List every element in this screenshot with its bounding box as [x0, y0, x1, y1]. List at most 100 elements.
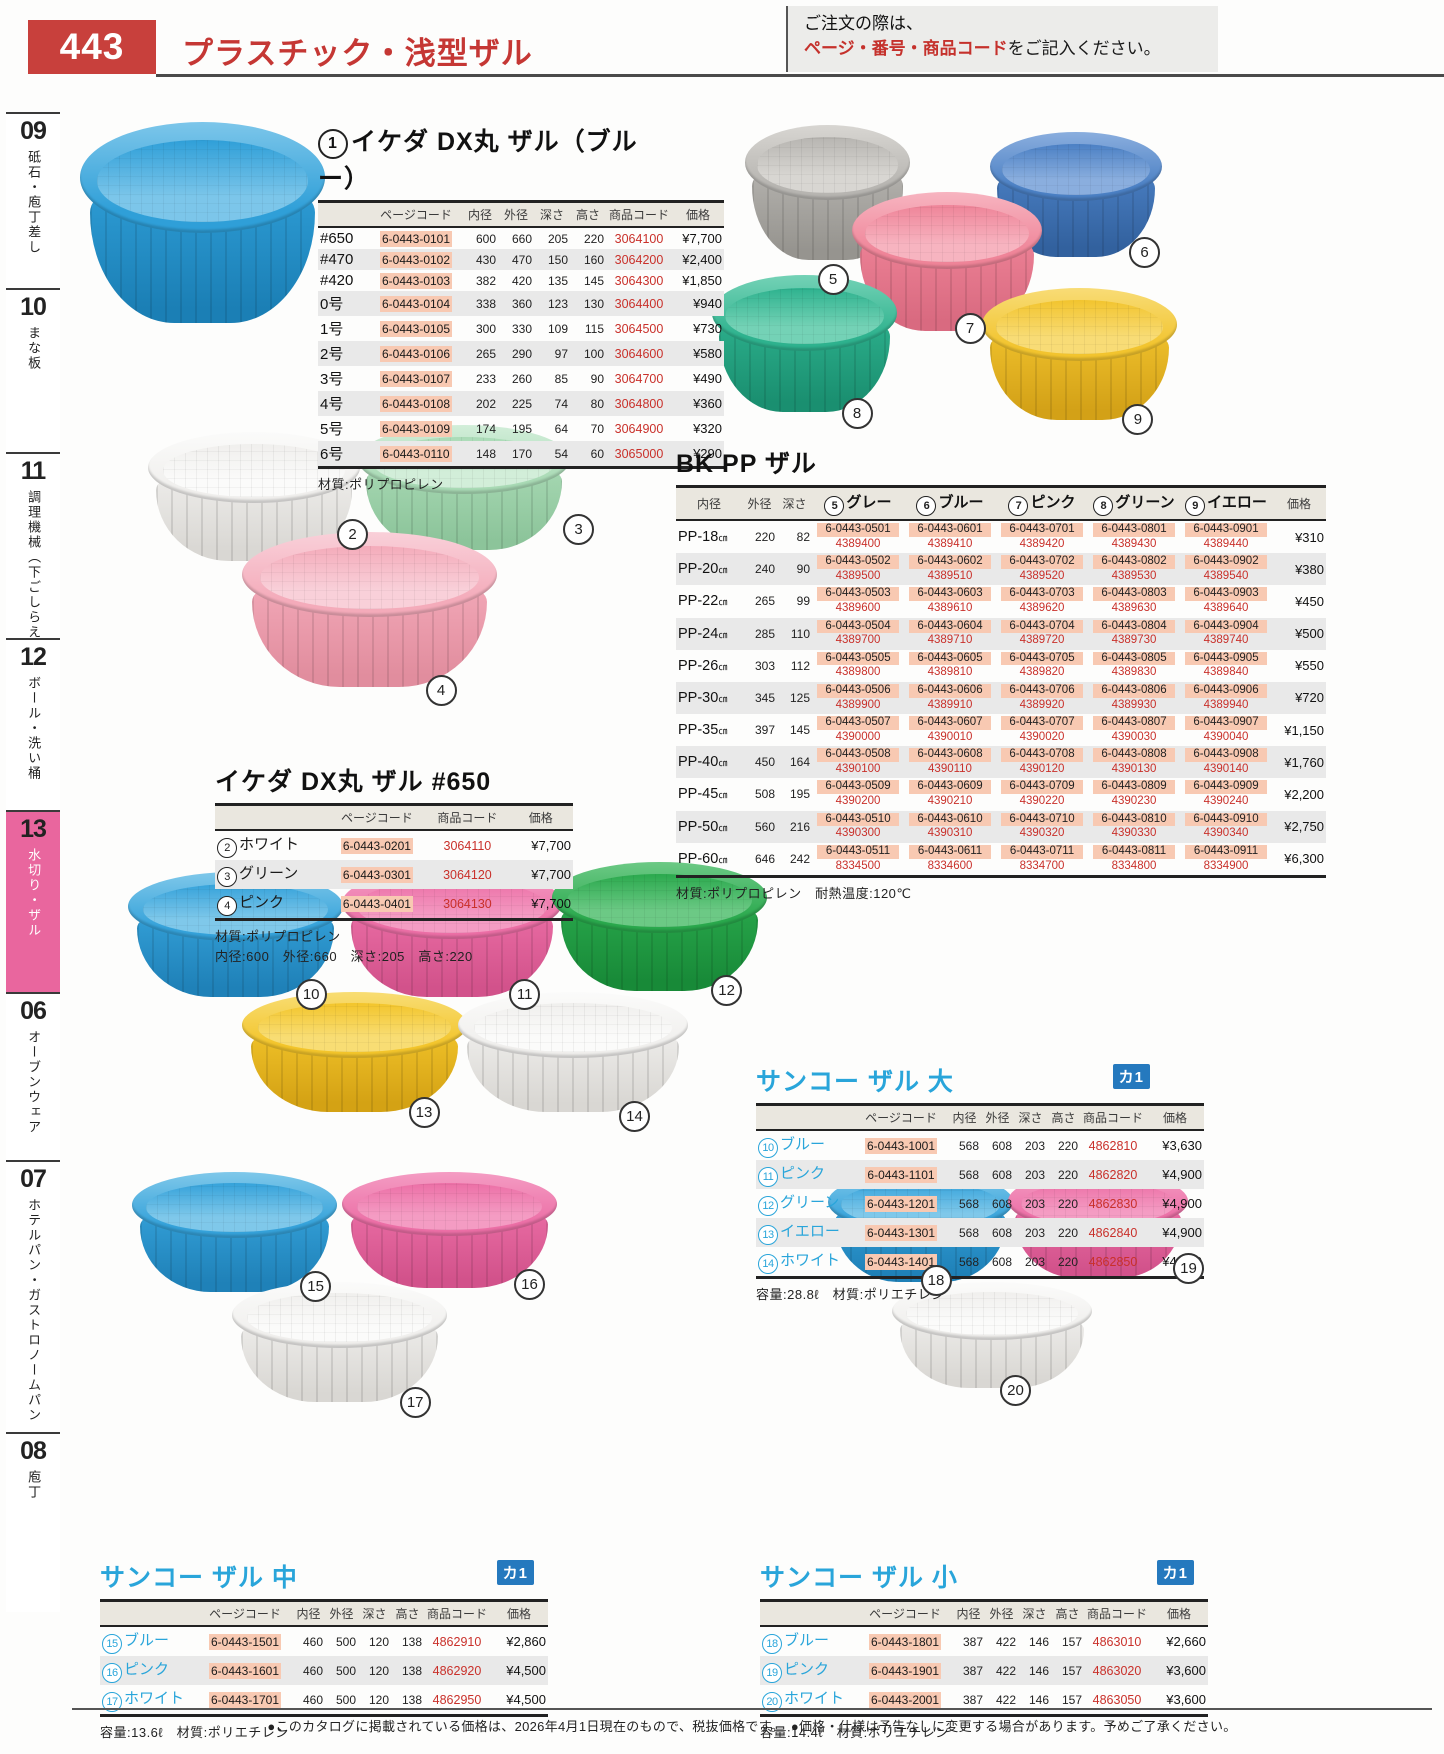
sidebar-item-number: 08 — [20, 1437, 47, 1465]
material-note: 容量:28.8ℓ 材質:ポリエチレン — [756, 1287, 945, 1302]
table-row: PP-60㎝ 646 242 6-0443-0511 8334500 6-0443-061… — [676, 842, 1326, 878]
bowl-gray-5: 5 — [745, 125, 910, 295]
table-cell: 18 ブルー — [760, 1626, 858, 1656]
table-cell: 145 — [789, 723, 810, 738]
table-cell: ¥4,900 — [1162, 1167, 1202, 1182]
table-cell: 6-0443-0501 4389400 — [812, 520, 904, 553]
table-cell: ¥7,700 — [531, 838, 571, 853]
column-header: 内径 — [462, 200, 498, 228]
circled-number: 7 — [954, 313, 986, 344]
section-sanko-sho: サンコー ザル 小カ1 ページコード 内径 外径 深さ 高さ 商品コード 価格 18 ブルー 6-… — [760, 1558, 1208, 1741]
order-note-red: ページ・番号・商品コード — [804, 38, 1008, 58]
column-header: 深さ — [1018, 1599, 1051, 1627]
table-cell: 3065000 — [606, 441, 672, 469]
bowl-yellow-13: 13 — [242, 992, 467, 1128]
table-cell: ¥3,600 — [1150, 1685, 1208, 1717]
sidebar-item-number: 06 — [20, 997, 47, 1025]
table-cell: 60 — [570, 441, 606, 469]
table-row: 2 ホワイト 6-0443-0201 3064110 ¥7,700 — [215, 830, 573, 860]
table-cell: 4862840 — [1088, 1225, 1138, 1240]
table-cell: 6-0443-0506 4389900 — [812, 682, 904, 714]
table-cell: 148 — [462, 441, 498, 469]
table-row: 17 ホワイト 6-0443-1701 460 500 120 138 4862950 ¥4,5… — [100, 1685, 548, 1717]
table-cell: 387 — [962, 1634, 983, 1649]
table-cell: PP-24㎝ — [678, 625, 728, 642]
material-note: 材質:ポリプロピレン 耐熱温度:120℃ — [676, 885, 912, 901]
bowl-white-17: 17 — [232, 1282, 447, 1418]
table-cell: ¥2,860 — [506, 1634, 546, 1649]
table-cell: 195 — [511, 421, 532, 436]
sidebar-item-label: ボール・洗い桶 — [26, 676, 42, 781]
bowl-b-inner — [162, 443, 346, 497]
table-cell: 6-0443-0502 4389500 — [812, 553, 904, 585]
page-title: プラスチック・浅型ザル — [182, 36, 533, 71]
table-cell: 6-0443-0803 4389630 — [1088, 585, 1180, 617]
material-note: 材質:ポリプロピレン — [318, 477, 444, 492]
table-row: 6号 6-0443-0110 148 170 54 60 3065000 ¥290 — [318, 441, 724, 469]
table-cell: 195 — [789, 787, 810, 802]
table-cell: 3064300 — [614, 273, 664, 288]
table-cell: 12 グリーン — [756, 1189, 854, 1218]
circled-number: 6 — [1129, 237, 1160, 268]
table-cell: 6-0443-0901 4389440 — [1180, 520, 1272, 553]
bowl-b-inner — [756, 137, 899, 193]
column-header: 外径 — [742, 485, 777, 521]
table-cell: 6-0443-0102 — [379, 251, 453, 268]
catalog-badge: カ1 — [1112, 1064, 1150, 1089]
column-header: 8 グリーン — [1088, 485, 1180, 521]
table-header-row: ページコード 内径 外径 深さ 高さ 商品コード 価格 — [760, 1599, 1208, 1627]
table-cell: 568 — [948, 1247, 981, 1279]
page-number-box: 443 — [28, 20, 156, 74]
column-header: 商品コード — [1080, 1103, 1146, 1131]
table-cell: 6-0443-0509 4390200 — [812, 778, 904, 810]
table-cell: 203 — [1024, 1167, 1045, 1182]
ikeda-650-table: ページコード 商品コード 価格 2 ホワイト 6-0443-0201 3064110 ¥7,7… — [215, 803, 573, 921]
material-note: 容量:14.4ℓ 材質:ポリエチレン — [760, 1725, 949, 1740]
circled-number: 18 — [920, 1265, 952, 1296]
table-cell: 174 — [475, 421, 496, 436]
bowl-b-inner — [724, 287, 885, 344]
table-row: PP-30㎝ 345 125 6-0443-0506 4389900 6-0443-060… — [676, 681, 1326, 715]
section-title: サンコー ザル 小カ1 — [760, 1558, 1194, 1594]
bowl-b-inner — [474, 1002, 672, 1052]
sidebar-item-number: 07 — [20, 1165, 47, 1193]
table-cell: ¥580 — [693, 346, 722, 361]
circled-number: 5 — [817, 264, 849, 295]
table-cell: 3064110 — [443, 838, 492, 853]
table-cell: PP-22㎝ — [678, 593, 728, 610]
column-header: 価格 — [490, 1599, 548, 1627]
table-cell: 4 ピンク — [215, 889, 328, 921]
table-cell: 6-0443-0610 4390310 — [904, 811, 996, 843]
table-cell: 397 — [754, 723, 775, 738]
column-header: 外径 — [985, 1599, 1018, 1627]
table-header-row: ページコード 内径 外径 深さ 高さ 商品コード 価格 — [756, 1103, 1204, 1131]
table-cell: 500 — [335, 1634, 356, 1649]
table-cell: 110 — [790, 626, 810, 641]
column-header: 外径 — [325, 1599, 358, 1627]
table-cell: 150 — [547, 252, 568, 267]
table-row: 12 グリーン 6-0443-1201 568 608 203 220 4862830 ¥4,9… — [756, 1189, 1204, 1218]
table-cell: 99 — [796, 594, 810, 609]
table-cell: 6-0443-0106 — [379, 345, 453, 362]
table-cell: 97 — [554, 346, 568, 361]
table-cell: 387 — [962, 1663, 983, 1678]
table-cell: 600 — [475, 231, 496, 246]
table-cell: #420 — [320, 272, 354, 289]
sidebar-item-06: 06 オーブンウェア — [6, 992, 60, 1160]
table-row: 0号 6-0443-0104 338 360 123 130 3064400 ¥940 — [318, 291, 724, 316]
sidebar-item-number: 09 — [20, 117, 47, 145]
material-note: 容量:13.6ℓ 材質:ポリエチレン — [100, 1725, 289, 1740]
table-cell: 146 — [1028, 1663, 1049, 1678]
table-cell: 6-0443-1801 — [868, 1633, 942, 1650]
circled-number: 20 — [1000, 1375, 1031, 1406]
table-cell: 17 ホワイト — [100, 1685, 198, 1717]
table-row: #470 6-0443-0102 430 470 150 160 3064200 ¥2,400 — [318, 249, 724, 270]
table-cell: ¥2,200 — [1284, 786, 1324, 802]
table-cell: 430 — [475, 252, 496, 267]
table-row: PP-18㎝ 220 82 6-0443-0501 4389400 6-0443-0601… — [676, 520, 1326, 553]
circled-number: 4 — [425, 675, 457, 706]
table-cell: 508 — [754, 787, 775, 802]
table-row: PP-40㎝ 450 164 6-0443-0508 4390100 6-0443-060… — [676, 746, 1326, 779]
circled-number: 16 — [514, 1269, 545, 1300]
table-cell: 100 — [583, 346, 604, 361]
